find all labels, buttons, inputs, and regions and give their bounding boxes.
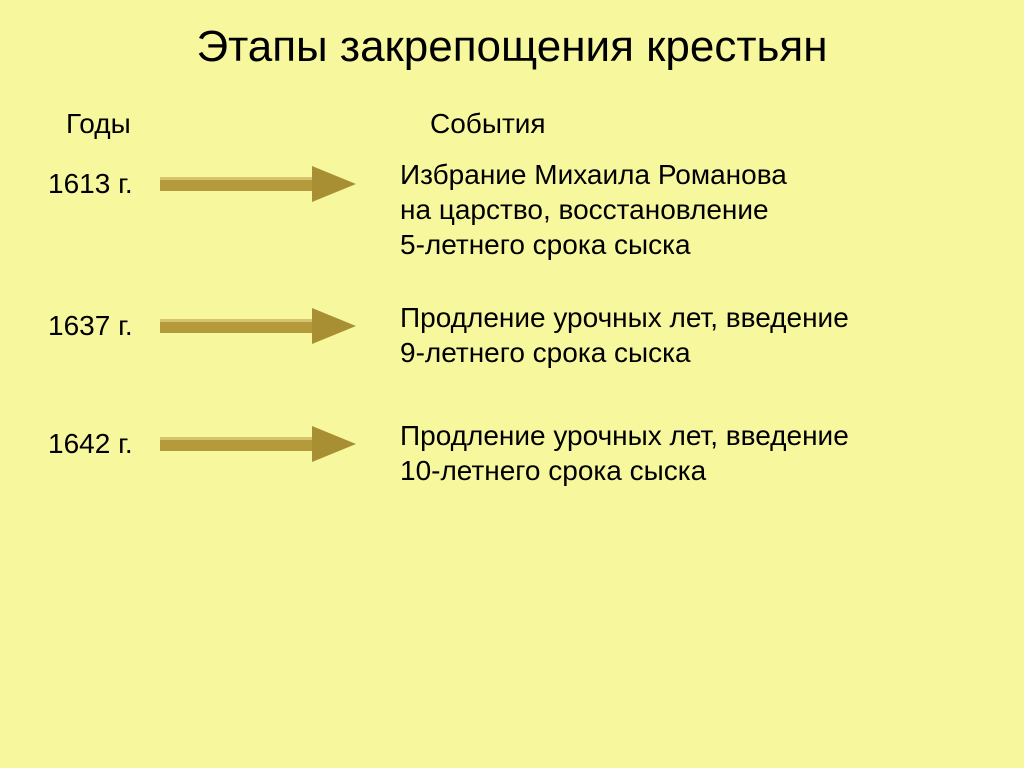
event-text: Продление урочных лет, введение10-летнег… (400, 418, 990, 488)
event-text: Избрание Михаила Романована царство, вос… (400, 157, 990, 262)
column-header-years: Годы (66, 108, 131, 140)
column-header-events: События (430, 108, 546, 140)
slide-title: Этапы закрепощения крестьян (0, 22, 1024, 72)
arrow-icon (160, 166, 356, 207)
arrow-icon (160, 426, 356, 467)
year-label: 1642 г. (48, 428, 133, 460)
slide: Этапы закрепощения крестьян Годы События… (0, 0, 1024, 768)
arrow-icon (160, 308, 356, 349)
year-label: 1613 г. (48, 168, 133, 200)
event-text: Продление урочных лет, введение9-летнего… (400, 300, 990, 370)
year-label: 1637 г. (48, 310, 133, 342)
